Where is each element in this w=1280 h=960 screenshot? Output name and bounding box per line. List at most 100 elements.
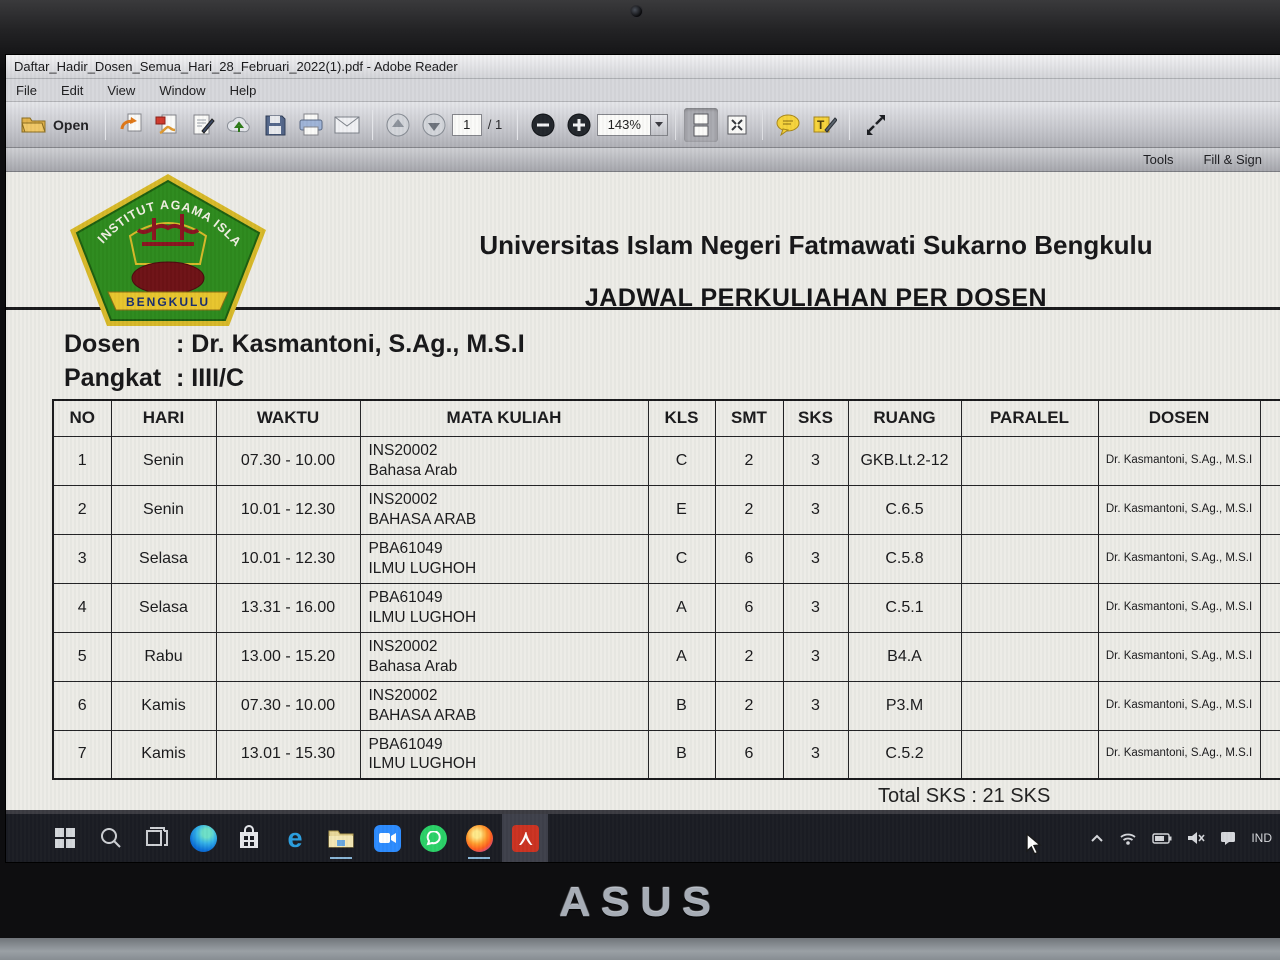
email-button[interactable] — [330, 108, 364, 142]
cell-matakuliah: PBA61049 ILMU LUGHOH — [359, 582, 649, 633]
cell-no: 3 — [52, 533, 112, 584]
cell-paralel — [960, 435, 1099, 486]
taskbar-search-button[interactable] — [88, 814, 134, 862]
create-pdf-button[interactable] — [150, 108, 184, 142]
open-folder-icon — [21, 114, 47, 136]
tray-notification-icon[interactable] — [1220, 831, 1236, 845]
open-button[interactable]: Open — [13, 108, 97, 142]
previous-page-button[interactable] — [381, 108, 415, 142]
fullscreen-button[interactable] — [858, 108, 892, 142]
cell-ruang: C.5.2 — [847, 729, 962, 780]
cell-hari: Senin — [110, 484, 217, 535]
print-button[interactable] — [294, 108, 328, 142]
menu-file[interactable]: File — [16, 82, 37, 98]
cell-smt: 2 — [714, 680, 784, 731]
zoom-dropdown-button[interactable] — [651, 113, 669, 136]
cell-waktu: 10.01 - 12.30 — [215, 484, 361, 535]
dosen-label: Dosen — [64, 330, 141, 358]
cell-waktu: 13.01 - 15.30 — [215, 729, 361, 780]
annotate-button[interactable]: T — [807, 108, 841, 142]
page-number-input[interactable] — [451, 113, 482, 136]
tray-wifi-icon[interactable] — [1119, 831, 1137, 845]
sign-page-icon — [193, 114, 215, 134]
table-row: 2 Senin 10.01 - 12.30 INS20002 BAHASA ARA… — [52, 484, 1280, 535]
laptop-screen: Daftar_Hadir_Dosen_Semua_Hari_28_Februar… — [6, 55, 1280, 862]
cell-dosen: Dr. Kasmantoni, S.Ag., M.S.I — [1097, 680, 1261, 731]
zoom-app-icon — [373, 824, 401, 852]
cell-cutoff: 2 — [1259, 631, 1280, 682]
menu-view[interactable]: View — [107, 82, 136, 98]
export-pdf-button[interactable] — [114, 108, 148, 142]
tray-battery-icon[interactable] — [1152, 832, 1172, 844]
cell-no: 2 — [52, 484, 112, 535]
col-ruang: RUANG — [847, 399, 962, 437]
taskbar-file-explorer[interactable] — [318, 814, 364, 862]
zoom-out-button[interactable] — [526, 108, 560, 142]
comment-button[interactable] — [771, 108, 805, 142]
export-pdf-icon — [120, 113, 142, 131]
cell-waktu: 07.30 - 10.00 — [215, 435, 361, 486]
edge-legacy-icon: e — [287, 822, 303, 853]
cell-matakuliah: INS20002 BAHASA ARAB — [359, 484, 649, 535]
chevron-down-icon — [655, 122, 664, 127]
cell-ruang: P3.M — [847, 680, 962, 731]
document-view[interactable]: INSTITUT AGAMA ISLAM NEGERI BENGKULU Uni… — [6, 172, 1280, 815]
cell-smt: 6 — [714, 729, 784, 780]
start-button[interactable] — [42, 814, 88, 862]
tray-speaker-muted-icon[interactable] — [1187, 831, 1205, 845]
cell-cutoff: 33 — [1259, 680, 1280, 731]
header-divider — [6, 307, 1280, 310]
pangkat-label: Pangkat — [64, 364, 162, 392]
menu-edit[interactable]: Edit — [60, 82, 84, 98]
tab-fill-sign[interactable]: Fill & Sign — [1203, 152, 1262, 167]
cell-kls: A — [647, 631, 716, 682]
col-waktu: WAKTU — [215, 399, 361, 437]
cell-cutoff — [1259, 484, 1280, 535]
cell-cutoff — [1259, 533, 1280, 584]
cell-hari: Senin — [110, 435, 217, 486]
cell-cutoff — [1259, 435, 1280, 486]
zoom-out-icon — [531, 113, 555, 136]
cell-sks: 3 — [782, 533, 849, 584]
taskbar-whatsapp[interactable] — [410, 814, 456, 862]
save-button[interactable] — [258, 108, 292, 142]
taskbar-adobe-reader[interactable] — [502, 814, 1042, 862]
next-page-button[interactable] — [417, 108, 451, 142]
taskbar-firefox[interactable] — [456, 814, 502, 862]
page-up-icon — [386, 113, 410, 136]
windows-logo-icon — [55, 828, 75, 848]
cell-matakuliah: INS20002 Bahasa Arab — [359, 631, 649, 682]
fit-page-icon — [727, 115, 747, 134]
cell-waktu: 07.30 - 10.00 — [215, 680, 361, 731]
fit-page-button[interactable] — [720, 108, 754, 142]
annotate-icon: T — [813, 116, 838, 133]
system-tray: IND — [1090, 831, 1280, 845]
cell-hari: Selasa — [110, 582, 217, 633]
cell-sks: 3 — [782, 582, 849, 633]
tray-chevron-up-icon[interactable] — [1090, 833, 1104, 843]
taskbar-edge[interactable] — [180, 814, 226, 862]
taskbar-edge-legacy[interactable]: e — [272, 814, 318, 862]
cell-ruang: C.6.5 — [847, 484, 962, 535]
scroll-mode-button[interactable] — [684, 107, 719, 142]
menu-help[interactable]: Help — [229, 82, 257, 98]
tab-tools[interactable]: Tools — [1143, 152, 1174, 167]
sign-page-button[interactable] — [186, 108, 220, 142]
cloud-upload-button[interactable] — [222, 108, 256, 142]
tray-language-indicator[interactable]: IND — [1251, 831, 1272, 845]
scroll-mode-icon — [693, 113, 709, 136]
taskbar-store[interactable] — [226, 814, 272, 862]
comment-icon — [776, 114, 800, 136]
col-dosen: DOSEN — [1097, 399, 1261, 437]
panel-tab-bar: Tools Fill & Sign — [6, 148, 1280, 172]
cell-matakuliah: PBA61049 ILMU LUGHOH — [359, 729, 649, 780]
cell-sks: 3 — [782, 631, 849, 682]
taskbar-zoom-app[interactable] — [364, 814, 410, 862]
search-icon — [101, 828, 121, 848]
zoom-in-button[interactable] — [562, 108, 596, 142]
menu-window[interactable]: Window — [159, 82, 206, 98]
zoom-level-value[interactable]: 143% — [597, 113, 652, 136]
task-view-button[interactable] — [134, 814, 180, 862]
cell-dosen: Dr. Kasmantoni, S.Ag., M.S.I — [1097, 533, 1261, 584]
cell-sks: 3 — [782, 729, 849, 780]
